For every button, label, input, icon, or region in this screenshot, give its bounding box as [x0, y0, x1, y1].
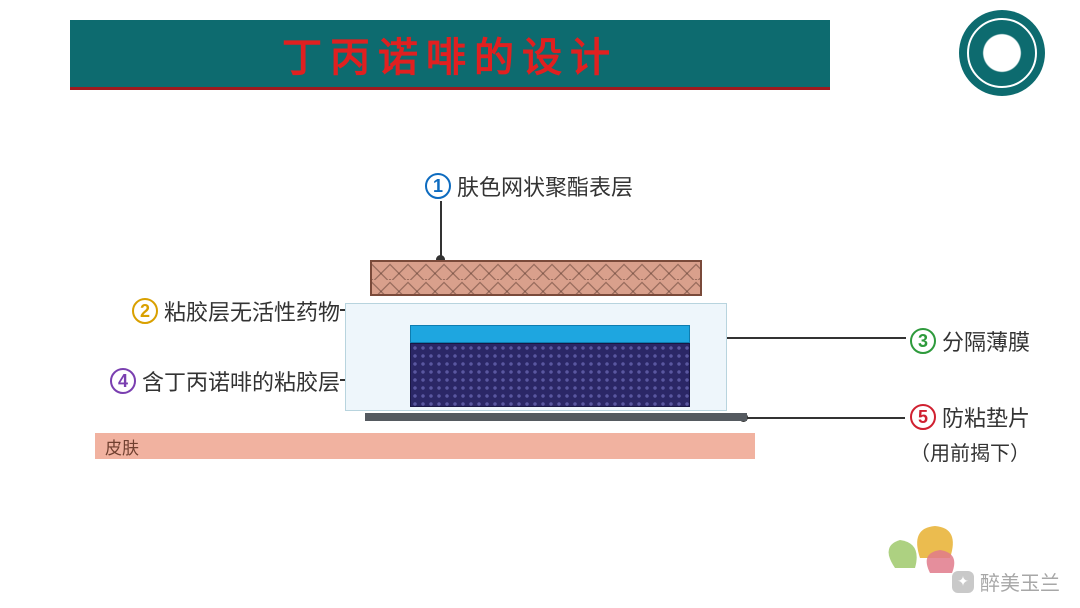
lead-1: [440, 201, 442, 257]
layer-separator-film: [410, 325, 690, 343]
num-2: 2: [132, 298, 158, 324]
num-5: 5: [910, 404, 936, 430]
num-3: 3: [910, 328, 936, 354]
lead-5: [745, 417, 905, 419]
layer-drug-adhesive: [410, 343, 690, 407]
label-1-text: 肤色网状聚酯表层: [457, 170, 633, 202]
label-2: 2 粘胶层无活性药物: [60, 295, 340, 327]
layer-release-liner: [365, 413, 747, 421]
hospital-logo-glyph: ♀: [967, 18, 1037, 88]
page-title: 丁丙诺啡的设计: [282, 25, 618, 83]
wechat-icon: ✦: [952, 571, 974, 593]
patch-diagram: 1 肤色网状聚酯表层 2 粘胶层无活性药物 4 含丁丙诺啡的粘胶层 3 分隔薄膜…: [0, 155, 1080, 515]
label-3: 3 分隔薄膜: [910, 325, 1030, 357]
title-bar: 丁丙诺啡的设计: [70, 20, 830, 90]
label-3-text: 分隔薄膜: [942, 325, 1030, 357]
skin-label: 皮肤: [105, 434, 139, 459]
watermark-text: 醉美玉兰: [980, 567, 1060, 596]
label-2-text: 粘胶层无活性药物: [164, 295, 340, 327]
wechat-watermark: ✦ 醉美玉兰: [952, 567, 1060, 596]
layer-skin: 皮肤: [95, 433, 755, 459]
num-4: 4: [110, 368, 136, 394]
layer-top-mesh: [370, 260, 702, 296]
label-4-text: 含丁丙诺啡的粘胶层: [142, 365, 340, 397]
label-4: 4 含丁丙诺啡的粘胶层: [60, 365, 340, 397]
hospital-logo: ♀: [959, 10, 1045, 96]
label-5-text: 防粘垫片: [942, 401, 1030, 433]
label-5: 5 防粘垫片 （用前揭下）: [910, 401, 1030, 466]
label-5-sub: （用前揭下）: [910, 437, 1030, 466]
num-1: 1: [425, 173, 451, 199]
label-1: 1 肤色网状聚酯表层: [425, 170, 633, 202]
